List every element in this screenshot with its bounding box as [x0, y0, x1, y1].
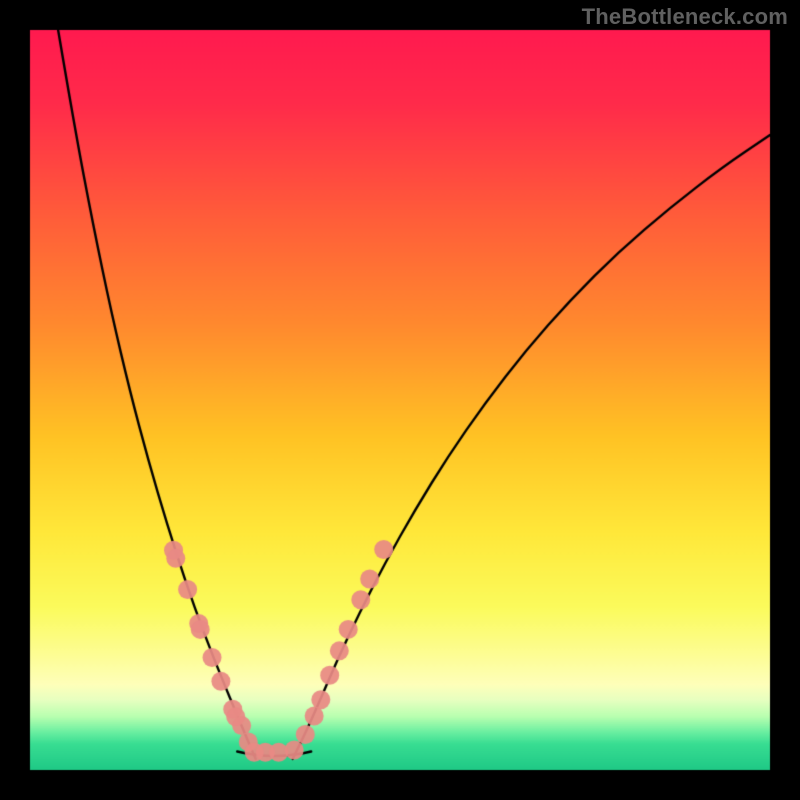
chart-root: TheBottleneck.com [0, 0, 800, 800]
chart-canvas [0, 0, 800, 800]
watermark-label: TheBottleneck.com [582, 4, 788, 30]
